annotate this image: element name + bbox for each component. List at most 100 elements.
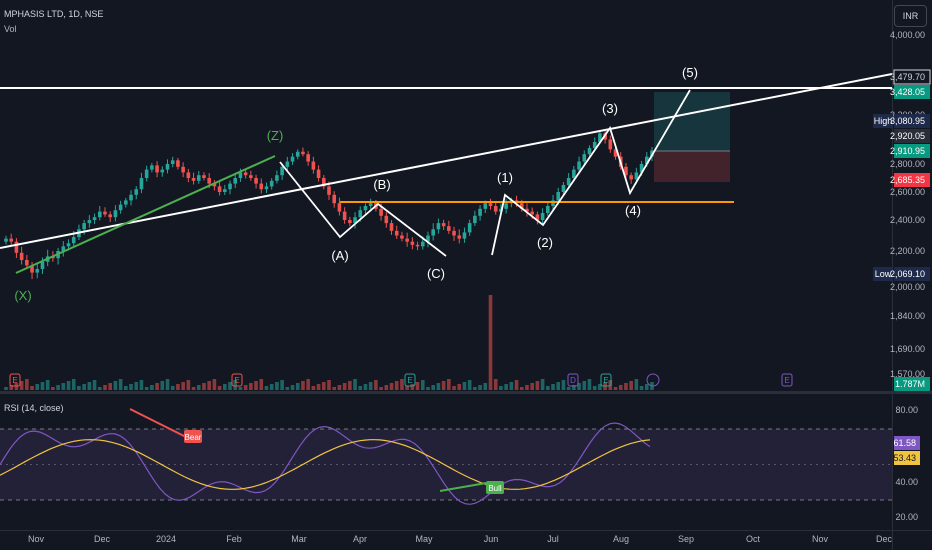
candle-body	[285, 161, 290, 167]
wave-xz-line[interactable]	[15, 155, 276, 274]
price-tag-bg	[894, 377, 930, 391]
price-tag-bg	[894, 173, 930, 187]
price-tick: 2,200.00	[890, 246, 925, 256]
volume-bar	[139, 380, 144, 390]
candle-body	[66, 243, 71, 247]
volume-bar	[644, 384, 649, 390]
volume-bar	[379, 387, 383, 390]
candle-body	[530, 211, 534, 215]
event-marker[interactable]: E	[603, 376, 608, 385]
volume-bar	[285, 387, 290, 390]
lightning-icon[interactable]	[646, 373, 660, 387]
volume-bar	[598, 384, 602, 390]
event-marker[interactable]: D	[570, 376, 576, 385]
event-marker-box[interactable]	[600, 373, 612, 387]
candle-body	[243, 172, 248, 176]
candle-body	[608, 139, 613, 150]
candle-body	[342, 211, 347, 220]
time-tick: Nov	[28, 534, 45, 544]
volume-bar	[280, 380, 284, 390]
candle-body	[535, 214, 540, 220]
candle-body	[384, 215, 389, 224]
candle-body	[368, 203, 373, 206]
price-tag: 1.787M	[895, 379, 925, 389]
price-tag: 3,479.70	[890, 72, 925, 82]
wave-label: (3)	[602, 101, 618, 116]
candle-body	[118, 204, 123, 211]
volume-bar	[71, 379, 76, 390]
volume-bar	[504, 384, 508, 390]
wave-label: (A)	[331, 248, 348, 263]
candle-body	[348, 220, 352, 224]
event-marker-box[interactable]	[9, 373, 21, 387]
wave-label: (4)	[625, 203, 641, 218]
event-marker[interactable]: E	[784, 376, 789, 385]
volume-bar	[207, 381, 211, 390]
time-tick: Dec	[94, 534, 111, 544]
candle-body	[223, 189, 227, 192]
volume-bar	[535, 381, 540, 390]
volume-bar	[118, 379, 123, 390]
candle-body	[353, 217, 357, 224]
position-target-zone[interactable]	[654, 92, 730, 151]
rsi-tick: 20.00	[895, 512, 918, 522]
event-marker[interactable]: E	[407, 376, 412, 385]
currency-button[interactable]: INR	[894, 5, 927, 27]
candle-body	[165, 164, 170, 170]
event-marker[interactable]: E	[234, 376, 239, 385]
volume-bar	[233, 380, 238, 390]
price-tag-bg	[894, 114, 930, 128]
volume-bar	[269, 384, 274, 390]
volume-bar	[572, 385, 576, 390]
wave-12345-line[interactable]	[491, 89, 691, 256]
volume-bar	[332, 387, 337, 390]
volume-bar	[556, 382, 561, 390]
time-tick: Dec	[876, 534, 893, 544]
volume-bar	[82, 384, 86, 390]
volume-bar	[170, 386, 175, 390]
volume-bar	[415, 382, 420, 390]
volume-bar	[447, 379, 451, 390]
candle-body	[9, 238, 14, 242]
candle-body	[30, 265, 34, 273]
wave-label: (1)	[497, 170, 513, 185]
candle-body	[457, 235, 462, 239]
volume-bar	[165, 379, 170, 390]
volume-bar	[56, 385, 60, 390]
volume-bar	[561, 380, 566, 390]
candle-body	[259, 183, 264, 190]
volume-bar	[129, 384, 133, 390]
candle-body	[639, 164, 644, 173]
volume-bar	[176, 384, 180, 390]
volume-bar	[348, 381, 352, 390]
candle-body	[4, 238, 8, 242]
wave-abc-line[interactable]	[279, 161, 447, 257]
candle-body	[405, 238, 409, 242]
candle-body	[238, 172, 243, 178]
time-tick: Jul	[547, 534, 559, 544]
candle-body	[290, 156, 295, 162]
candle-body	[202, 175, 206, 178]
candle-body	[587, 148, 592, 155]
volume-bar	[634, 379, 639, 390]
candle-body	[556, 192, 561, 201]
volume-bar	[40, 382, 45, 390]
event-marker-box[interactable]	[567, 373, 579, 387]
volume-bar	[311, 386, 316, 390]
event-marker[interactable]: E	[12, 376, 17, 385]
candle-body	[327, 186, 331, 195]
event-marker-box[interactable]	[404, 373, 416, 387]
event-marker-box[interactable]	[231, 373, 243, 387]
position-stop-zone[interactable]	[654, 151, 730, 182]
volume-bar	[61, 383, 66, 390]
trendline[interactable]	[0, 73, 893, 249]
time-tick: 2024	[156, 534, 176, 544]
wave-label: (X)	[14, 288, 31, 303]
candle-body	[452, 230, 456, 236]
candle-body	[176, 160, 180, 167]
candle-body	[478, 208, 482, 216]
candle-body	[233, 178, 238, 184]
event-marker-box[interactable]	[781, 373, 793, 387]
volume-bar	[540, 379, 545, 390]
